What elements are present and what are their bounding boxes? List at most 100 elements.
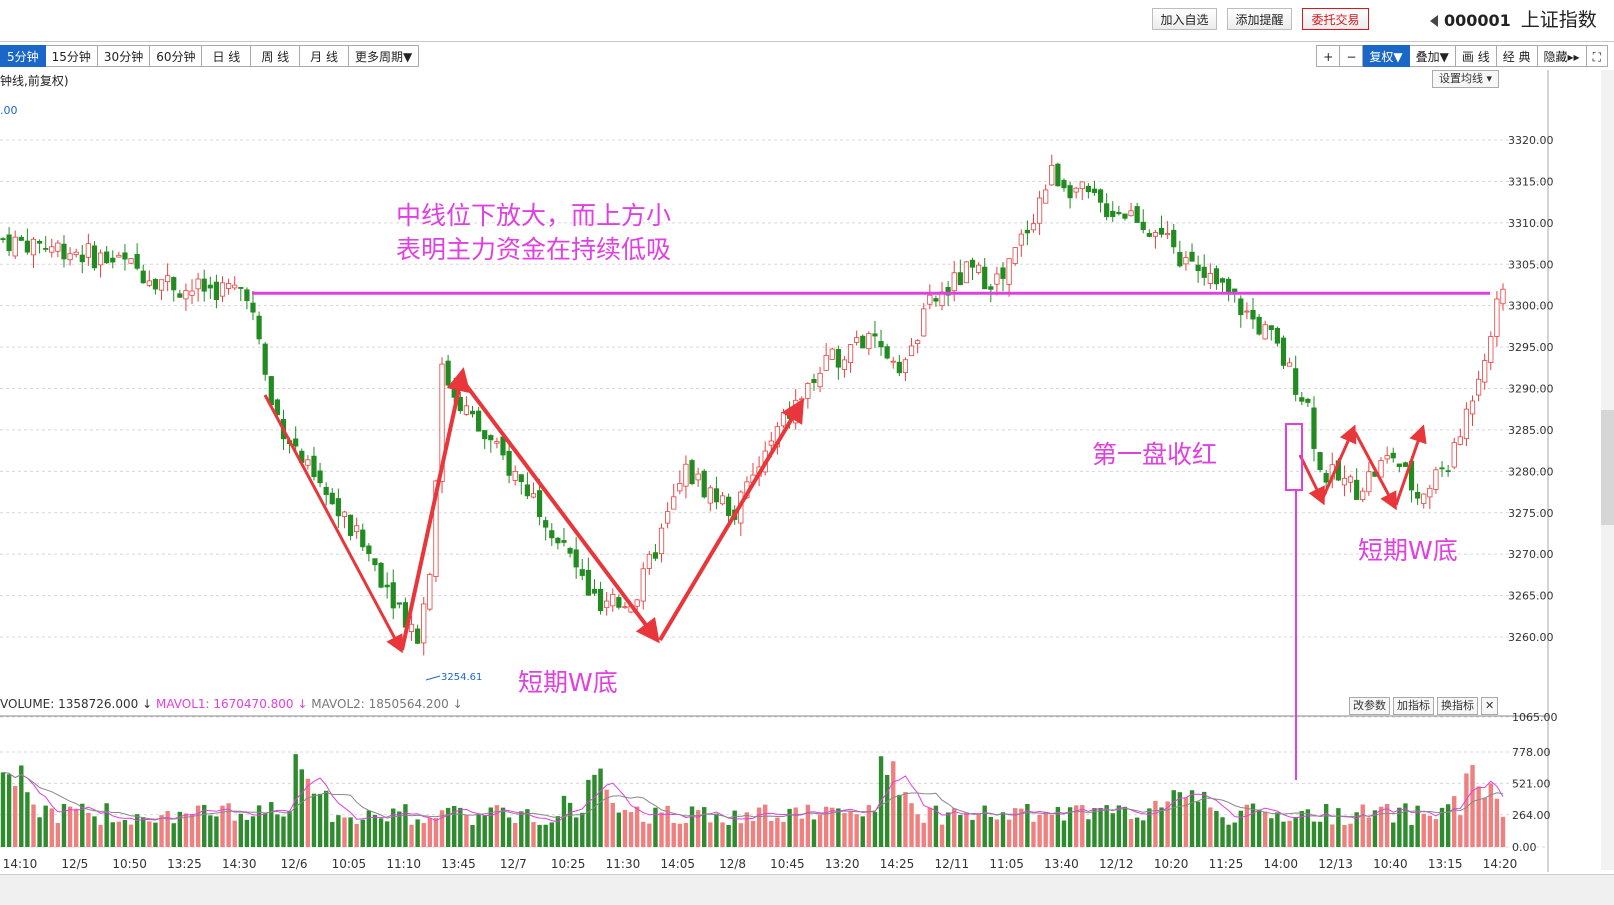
add-watchlist-button[interactable]: 加入自选	[1152, 8, 1217, 30]
volume-tick-label: 264.00	[1512, 809, 1551, 822]
candle-body	[195, 278, 201, 290]
volume-bar	[1165, 801, 1170, 847]
candle-body	[1000, 267, 1006, 279]
add-indicator-button[interactable]: 加指标	[1393, 697, 1434, 715]
candle-body	[183, 290, 189, 300]
candle-body	[1366, 471, 1372, 493]
annotation-main-line2: 表明主力资金在持续低吸	[396, 235, 671, 264]
candle-body	[1024, 229, 1030, 234]
time-tick-label: 14:05	[660, 857, 695, 871]
candle-body	[213, 281, 220, 301]
scrollbar-thumb[interactable]	[1601, 410, 1614, 525]
period-daily[interactable]: 日 线	[202, 45, 252, 67]
volume-bar	[1354, 812, 1359, 847]
candle-body	[427, 573, 433, 610]
zoom-in-button[interactable]: +	[1316, 45, 1341, 67]
zoom-out-button[interactable]: −	[1340, 45, 1364, 67]
candle-body	[116, 254, 122, 258]
volume-bar	[1421, 813, 1426, 847]
volume-bar	[183, 813, 189, 847]
price-tick-label: 3295.00	[1508, 341, 1554, 354]
candle-body	[134, 254, 140, 269]
chart-label: 钟线,前复权)	[0, 74, 69, 88]
prev-stock-icon[interactable]	[1430, 15, 1438, 27]
period-15min[interactable]: 15分钟	[45, 45, 98, 67]
period-weekly[interactable]: 周 线	[251, 45, 301, 67]
switch-indicator-button[interactable]: 换指标	[1437, 697, 1478, 715]
volume-bar	[708, 822, 713, 847]
volume-axis-ticks: 1065.00 778.00 521.00 264.00 0.00	[1512, 711, 1558, 854]
period-5min[interactable]: 5分钟	[0, 45, 46, 67]
candle-body	[579, 569, 585, 576]
close-indicator-icon[interactable]: ✕	[1481, 697, 1499, 715]
candle-body	[24, 240, 30, 253]
fullscreen-icon[interactable]: ⛶	[1586, 45, 1608, 67]
candle-body	[1134, 206, 1140, 223]
candle-body	[823, 355, 829, 371]
mavol2-line	[2, 771, 1504, 820]
time-tick-label: 14:30	[222, 857, 257, 871]
price-tick-label: 3315.00	[1508, 175, 1554, 188]
volume-bar	[732, 810, 737, 847]
volume-bar	[762, 804, 768, 847]
candle-body	[152, 278, 159, 290]
volume-bar	[549, 822, 554, 847]
period-more[interactable]: 更多周期▼	[348, 45, 420, 67]
period-30min[interactable]: 30分钟	[97, 45, 151, 67]
trend-arrow	[400, 367, 471, 651]
volume-bar	[982, 805, 987, 847]
candle-body	[1104, 203, 1110, 218]
edit-params-button[interactable]: 改参数	[1349, 697, 1390, 715]
hide-button[interactable]: 隐藏▸▸	[1537, 45, 1587, 67]
overlay-button[interactable]: 叠加▼	[1409, 45, 1456, 67]
candle-body	[171, 277, 177, 291]
volume-bar	[1049, 814, 1054, 847]
volume-bar	[1323, 803, 1329, 847]
volume-bar	[945, 812, 951, 847]
volume-bar	[232, 820, 237, 847]
add-alert-button[interactable]: 添加提醒	[1227, 8, 1292, 30]
draw-line-button[interactable]: 画 线	[1455, 45, 1497, 67]
volume-bar	[1360, 804, 1365, 847]
candle-body	[1073, 187, 1079, 193]
adjust-button[interactable]: 复权▼	[1363, 45, 1410, 67]
candle-body	[347, 514, 354, 536]
candle-body	[1390, 452, 1396, 459]
volume-bar	[537, 824, 542, 847]
candle-body	[1476, 378, 1482, 396]
candle-body	[835, 349, 841, 368]
volume-bar	[598, 768, 603, 847]
period-monthly[interactable]: 月 线	[300, 45, 349, 67]
candle-body	[482, 430, 488, 440]
candle-body	[354, 525, 360, 533]
candle-body	[719, 495, 726, 505]
trade-button[interactable]: 委托交易	[1302, 8, 1369, 30]
volume-bar	[317, 793, 323, 847]
candle-body	[463, 405, 470, 415]
candle-body	[1482, 360, 1488, 383]
volume-bar	[1458, 815, 1463, 847]
volume-bar	[787, 808, 792, 847]
volume-bar	[854, 814, 859, 847]
candle-body	[1140, 221, 1146, 230]
volume-bar	[512, 823, 518, 847]
volume-bar	[519, 811, 524, 847]
volume-bar	[1061, 820, 1067, 847]
candle-body	[1177, 252, 1183, 267]
volume-bar	[781, 821, 786, 847]
candle-body	[927, 294, 933, 305]
set-ma-button[interactable]: 设置均线 ▾	[1432, 70, 1500, 88]
volume-bar	[1037, 814, 1042, 847]
period-60min[interactable]: 60分钟	[150, 45, 203, 67]
volume-bar	[25, 792, 30, 847]
candle-body	[1183, 257, 1189, 265]
candle-body	[847, 344, 854, 364]
classic-button[interactable]: 经 典	[1496, 45, 1538, 67]
candle-body	[1299, 397, 1305, 402]
volume-bar	[1439, 807, 1445, 847]
time-tick-label: 13:25	[167, 857, 202, 871]
volume-value: VOLUME: 1358726.000	[0, 697, 139, 711]
price-tick-label: 3310.00	[1508, 217, 1554, 230]
candle-body	[146, 280, 152, 286]
